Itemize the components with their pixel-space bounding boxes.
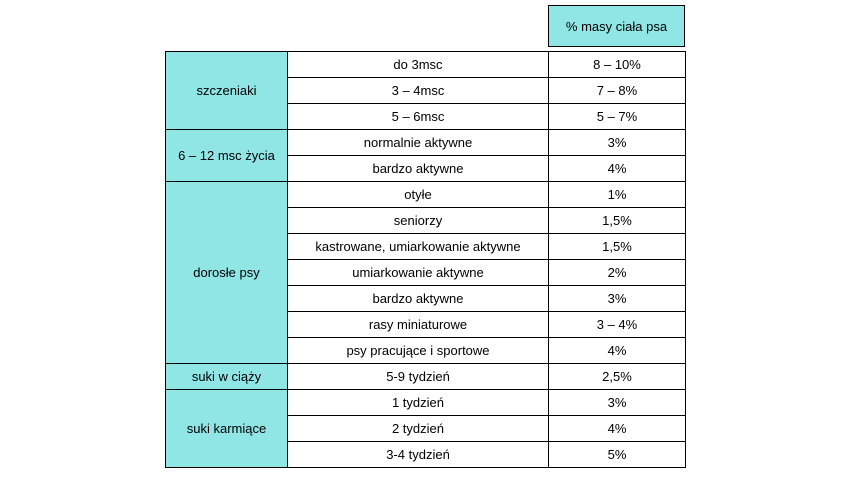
table-row: umiarkowanie aktywne 2% — [166, 259, 686, 286]
desc-cell: bardzo aktywne — [287, 285, 549, 312]
table-row: bardzo aktywne 4% — [166, 155, 686, 182]
desc-cell: 5-9 tydzień — [287, 363, 549, 390]
value-cell: 4% — [548, 155, 686, 182]
value-cell: 3% — [548, 285, 686, 312]
value-cell: 1% — [548, 181, 686, 208]
table-row: 3-4 tydzień 5% — [166, 441, 686, 468]
desc-cell: 3-4 tydzień — [287, 441, 549, 468]
value-cell: 1,5% — [548, 233, 686, 260]
desc-cell: 1 tydzień — [287, 389, 549, 416]
table-row: rasy miniaturowe 3 – 4% — [166, 311, 686, 338]
desc-cell: 3 – 4msc — [287, 77, 549, 104]
table-row: kastrowane, umiarkowanie aktywne 1,5% — [166, 233, 686, 260]
value-cell: 3 – 4% — [548, 311, 686, 338]
value-cell: 8 – 10% — [548, 51, 686, 78]
category-cell: 6 – 12 msc życia — [165, 129, 288, 182]
category-cell: suki w ciąży — [165, 363, 288, 390]
desc-cell: kastrowane, umiarkowanie aktywne — [287, 233, 549, 260]
category-cell: suki karmiące — [165, 389, 288, 468]
column-header-percent-body-mass: % masy ciała psa — [548, 5, 685, 47]
desc-cell: 2 tydzień — [287, 415, 549, 442]
desc-cell: 5 – 6msc — [287, 103, 549, 130]
table-row: suki karmiące 1 tydzień 3% — [165, 389, 686, 468]
value-cell: 5% — [548, 441, 686, 468]
value-cell: 2% — [548, 259, 686, 286]
value-cell: 3% — [548, 389, 686, 416]
desc-cell: bardzo aktywne — [287, 155, 549, 182]
table-row: bardzo aktywne 3% — [166, 285, 686, 312]
table-row: szczeniaki do 3msc 8 – 10% — [165, 51, 686, 130]
table-row: 6 – 12 msc życia normalnie aktywne 3% — [165, 129, 686, 182]
desc-cell: rasy miniaturowe — [287, 311, 549, 338]
desc-cell: psy pracujące i sportowe — [287, 337, 549, 364]
value-cell: 2,5% — [548, 363, 686, 390]
table-row: psy pracujące i sportowe 4% — [166, 337, 686, 364]
desc-cell: otyłe — [287, 181, 549, 208]
category-cell: dorosłe psy — [165, 181, 288, 364]
table-row: 3 – 4msc 7 – 8% — [166, 77, 686, 104]
value-cell: 1,5% — [548, 207, 686, 234]
table-row: suki w ciąży 5-9 tydzień 2,5% — [165, 363, 686, 390]
value-cell: 4% — [548, 337, 686, 364]
desc-cell: do 3msc — [287, 51, 549, 78]
category-cell: szczeniaki — [165, 51, 288, 130]
desc-cell: normalnie aktywne — [287, 129, 549, 156]
value-cell: 7 – 8% — [548, 77, 686, 104]
desc-cell: seniorzy — [287, 207, 549, 234]
value-cell: 4% — [548, 415, 686, 442]
table-row: dorosłe psy otyłe 1% — [165, 181, 686, 364]
dog-feeding-table: szczeniaki do 3msc 8 – 10% 3 – 4msc 7 – … — [165, 51, 686, 468]
value-cell: 3% — [548, 129, 686, 156]
value-cell: 5 – 7% — [548, 103, 686, 130]
desc-cell: umiarkowanie aktywne — [287, 259, 549, 286]
table-row: seniorzy 1,5% — [166, 207, 686, 234]
